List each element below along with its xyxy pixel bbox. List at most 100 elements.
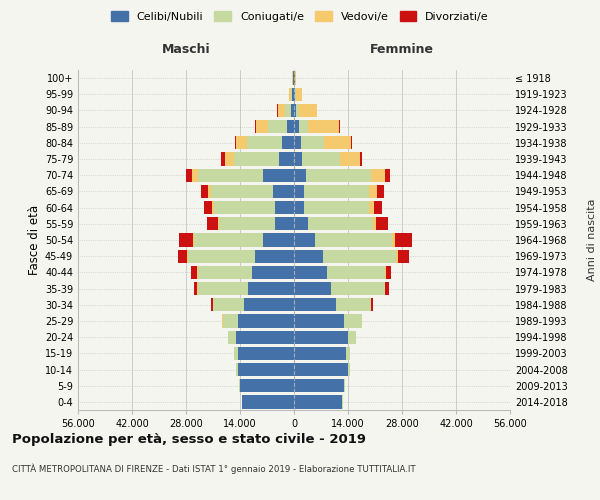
Bar	[194, 234, 263, 246]
Bar	[218, 217, 219, 230]
Bar	[223, 314, 238, 328]
Bar	[294, 185, 304, 198]
Bar	[238, 314, 294, 328]
Bar	[340, 152, 359, 166]
Bar	[197, 282, 248, 295]
Bar	[396, 250, 398, 263]
Bar	[344, 314, 361, 328]
Bar	[234, 346, 238, 360]
Text: Popolazione per età, sesso e stato civile - 2019: Popolazione per età, sesso e stato civil…	[12, 432, 366, 446]
Bar	[219, 217, 275, 230]
Bar	[331, 282, 385, 295]
Bar	[385, 168, 391, 182]
Bar	[294, 330, 348, 344]
Bar	[275, 217, 294, 230]
Bar	[294, 346, 346, 360]
Bar	[263, 168, 294, 182]
Bar	[240, 379, 294, 392]
Bar	[294, 120, 299, 134]
Bar	[385, 282, 389, 295]
Bar	[359, 152, 362, 166]
Bar	[197, 168, 263, 182]
Bar	[248, 282, 294, 295]
Bar	[256, 250, 294, 263]
Bar	[268, 120, 287, 134]
Bar	[327, 266, 385, 279]
Bar	[178, 250, 187, 263]
Bar	[211, 185, 273, 198]
Bar	[337, 298, 371, 312]
Bar	[236, 330, 294, 344]
Bar	[392, 234, 395, 246]
Legend: Celibi/Nubili, Coniugati/e, Vedovi/e, Divorziati/e: Celibi/Nubili, Coniugati/e, Vedovi/e, Di…	[106, 6, 494, 28]
Text: Anni di nascita: Anni di nascita	[587, 198, 597, 281]
Bar	[294, 217, 308, 230]
Bar	[296, 88, 302, 101]
Bar	[294, 282, 331, 295]
Bar	[294, 88, 295, 101]
Bar	[201, 185, 208, 198]
Text: CITTÀ METROPOLITANA DI FIRENZE - Dati ISTAT 1° gennaio 2019 - Elaborazione TUTTI: CITTÀ METROPOLITANA DI FIRENZE - Dati IS…	[12, 464, 416, 474]
Bar	[204, 201, 212, 214]
Bar	[377, 185, 384, 198]
Bar	[187, 250, 188, 263]
Bar	[263, 234, 294, 246]
Bar	[247, 136, 281, 149]
Bar	[224, 152, 234, 166]
Bar	[324, 136, 351, 149]
Bar	[348, 330, 356, 344]
Bar	[295, 88, 296, 101]
Bar	[191, 266, 197, 279]
Bar	[294, 266, 327, 279]
Bar	[285, 104, 290, 117]
Bar	[273, 185, 294, 198]
Bar	[398, 250, 409, 263]
Bar	[221, 314, 223, 328]
Bar	[179, 234, 193, 246]
Bar	[296, 104, 299, 117]
Bar	[294, 168, 305, 182]
Text: Femmine: Femmine	[370, 44, 434, 57]
Bar	[235, 136, 236, 149]
Bar	[305, 168, 371, 182]
Bar	[369, 185, 377, 198]
Bar	[221, 152, 224, 166]
Bar	[371, 168, 385, 182]
Bar	[256, 120, 268, 134]
Bar	[292, 88, 294, 101]
Bar	[369, 201, 374, 214]
Bar	[192, 168, 197, 182]
Bar	[294, 363, 348, 376]
Bar	[238, 363, 294, 376]
Bar	[304, 201, 369, 214]
Bar	[242, 396, 294, 408]
Bar	[386, 266, 391, 279]
Bar	[238, 346, 294, 360]
Bar	[294, 136, 301, 149]
Bar	[308, 120, 339, 134]
Bar	[278, 104, 285, 117]
Bar	[295, 72, 296, 85]
Bar	[236, 136, 247, 149]
Bar	[304, 185, 369, 198]
Bar	[299, 120, 308, 134]
Bar	[294, 379, 344, 392]
Bar	[315, 234, 392, 246]
Bar	[211, 298, 213, 312]
Bar	[308, 217, 373, 230]
Bar	[281, 136, 294, 149]
Bar	[301, 136, 324, 149]
Bar	[294, 250, 323, 263]
Text: Maschi: Maschi	[161, 44, 211, 57]
Bar	[323, 250, 396, 263]
Bar	[289, 88, 292, 101]
Bar	[186, 168, 192, 182]
Bar	[299, 104, 317, 117]
Bar	[294, 314, 344, 328]
Bar	[188, 250, 256, 263]
Bar	[344, 379, 345, 392]
Bar	[385, 266, 386, 279]
Bar	[197, 266, 251, 279]
Bar	[294, 234, 315, 246]
Bar	[294, 104, 296, 117]
